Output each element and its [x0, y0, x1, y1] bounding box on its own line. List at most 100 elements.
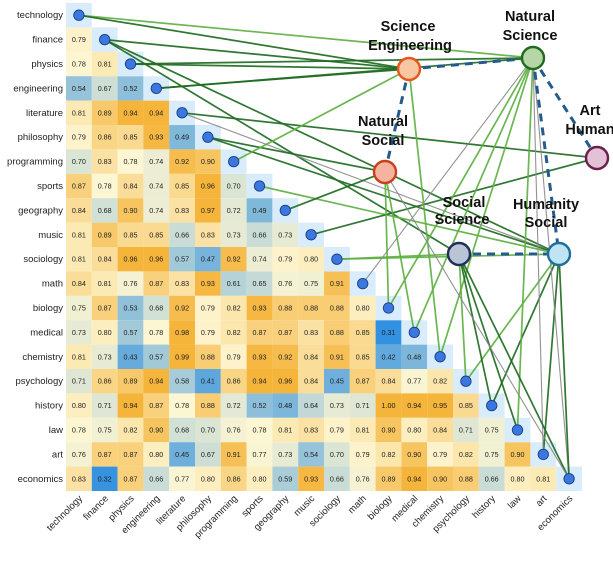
cell-chemistry-technology [66, 344, 92, 369]
cell-sports-literature [169, 173, 195, 199]
cell-history-physics [117, 393, 144, 418]
cell-history-psychology [453, 393, 479, 418]
cell-value-psychology-chemistry: 0.82 [433, 377, 447, 386]
cell-psychology-programming [220, 369, 247, 394]
leaf-dot-geography [279, 204, 291, 217]
cell-law-finance [91, 417, 118, 443]
cell-history-engineering [143, 393, 170, 418]
row-label-history: history [35, 401, 63, 412]
row-label-geography: geography [18, 205, 63, 216]
cell-math-programming [220, 271, 247, 296]
cell-finance-technology [66, 27, 92, 52]
cell-geography-sports [246, 198, 273, 223]
cell-value-sports-engineering: 0.74 [149, 182, 163, 191]
cell-sociology-music [298, 247, 324, 272]
node-label-humanity-social-1: Social [525, 215, 568, 231]
cell-value-law-philosophy: 0.70 [201, 426, 215, 435]
cell-law-math [349, 417, 376, 443]
cell-law-music [298, 417, 324, 443]
cell-value-economics-music: 0.93 [304, 474, 318, 483]
cell-philosophy-finance [91, 125, 118, 150]
cell-value-geography-programming: 0.72 [227, 206, 241, 215]
cell-psychology-engineering [143, 369, 170, 394]
col-label-art: art [534, 493, 550, 509]
cell-value-art-philosophy: 0.67 [201, 450, 215, 459]
cell-value-biology-philosophy: 0.79 [201, 304, 215, 313]
cell-value-sports-technology: 0.87 [72, 182, 86, 191]
cell-engineering-finance [91, 76, 118, 101]
cell-value-programming-philosophy: 0.90 [201, 157, 215, 166]
cell-value-art-literature: 0.45 [175, 450, 189, 459]
cell-psychology-literature [169, 369, 195, 394]
cell-value-literature-engineering: 0.94 [149, 108, 163, 117]
cell-value-law-chemistry: 0.84 [433, 426, 447, 435]
cell-medical-engineering [143, 320, 170, 345]
cell-value-philosophy-engineering: 0.93 [149, 133, 163, 142]
cell-value-history-programming: 0.72 [227, 401, 241, 410]
cell-music-philosophy [195, 222, 221, 247]
cell-medical-geography [272, 320, 299, 345]
cell-history-philosophy [195, 393, 221, 418]
cell-medical-sociology [324, 320, 350, 345]
cell-history-chemistry [427, 393, 453, 418]
cell-psychology-technology [66, 369, 92, 394]
cell-value-psychology-biology: 0.84 [382, 377, 396, 386]
cell-value-economics-geography: 0.59 [278, 474, 292, 483]
cell-value-music-sports: 0.66 [253, 230, 267, 239]
cell-economics-biology [375, 466, 402, 491]
cell-medical-technology [66, 320, 92, 345]
cell-value-history-music: 0.64 [304, 401, 318, 410]
cell-value-sociology-technology: 0.81 [72, 255, 86, 264]
cell-value-art-programming: 0.91 [227, 450, 241, 459]
cell-value-physics-finance: 0.81 [98, 60, 112, 69]
node-label-natural-social-1: Social [362, 133, 405, 149]
cell-music-physics [117, 222, 144, 247]
cell-history-literature [169, 393, 195, 418]
cell-value-law-programming: 0.76 [227, 426, 241, 435]
cell-law-geography [272, 417, 299, 443]
cell-value-biology-technology: 0.75 [72, 304, 86, 313]
cell-art-chemistry [427, 442, 453, 467]
row-label-art: art [52, 449, 63, 460]
cell-geography-finance [91, 198, 118, 223]
cell-medical-music [298, 320, 324, 345]
col-label-technology: technology [45, 493, 85, 533]
edge-economics-natural-science [532, 57, 570, 479]
cell-value-psychology-literature: 0.58 [175, 377, 189, 386]
cell-value-music-engineering: 0.85 [149, 230, 163, 239]
cell-music-programming [220, 222, 247, 247]
cell-biology-math [349, 295, 376, 321]
cell-value-art-medical: 0.90 [407, 450, 421, 459]
cell-law-sports [246, 417, 273, 443]
cell-geography-physics [117, 198, 144, 223]
cell-value-medical-finance: 0.80 [98, 328, 112, 337]
cell-history-sociology [324, 393, 350, 418]
cell-value-biology-programming: 0.82 [227, 304, 241, 313]
cell-chemistry-math [349, 344, 376, 369]
cell-sports-engineering [143, 173, 170, 199]
cell-chemistry-sports [246, 344, 273, 369]
cell-art-biology [375, 442, 402, 467]
node-label-social-science-1: Science [435, 212, 490, 228]
cell-art-programming [220, 442, 247, 467]
cell-economics-math [349, 466, 376, 491]
cell-chemistry-finance [91, 344, 118, 369]
cell-programming-finance [91, 149, 118, 174]
cell-math-music [298, 271, 324, 296]
node-label-social-science-0: Social [443, 195, 486, 211]
cell-medical-math [349, 320, 376, 345]
cell-value-programming-finance: 0.83 [98, 157, 112, 166]
cell-value-law-sports: 0.78 [253, 426, 267, 435]
cell-value-economics-literature: 0.77 [175, 474, 189, 483]
cell-chemistry-literature [169, 344, 195, 369]
cell-value-economics-art: 0.81 [536, 474, 550, 483]
cell-value-sociology-literature: 0.57 [175, 255, 189, 264]
cell-value-medical-sociology: 0.88 [330, 328, 344, 337]
cell-value-medical-biology: 0.31 [382, 328, 396, 337]
cell-value-economics-chemistry: 0.90 [433, 474, 447, 483]
cell-value-literature-technology: 0.81 [72, 108, 86, 117]
cell-chemistry-philosophy [195, 344, 221, 369]
leaf-dot-law [511, 424, 524, 436]
cell-art-physics [117, 442, 144, 467]
